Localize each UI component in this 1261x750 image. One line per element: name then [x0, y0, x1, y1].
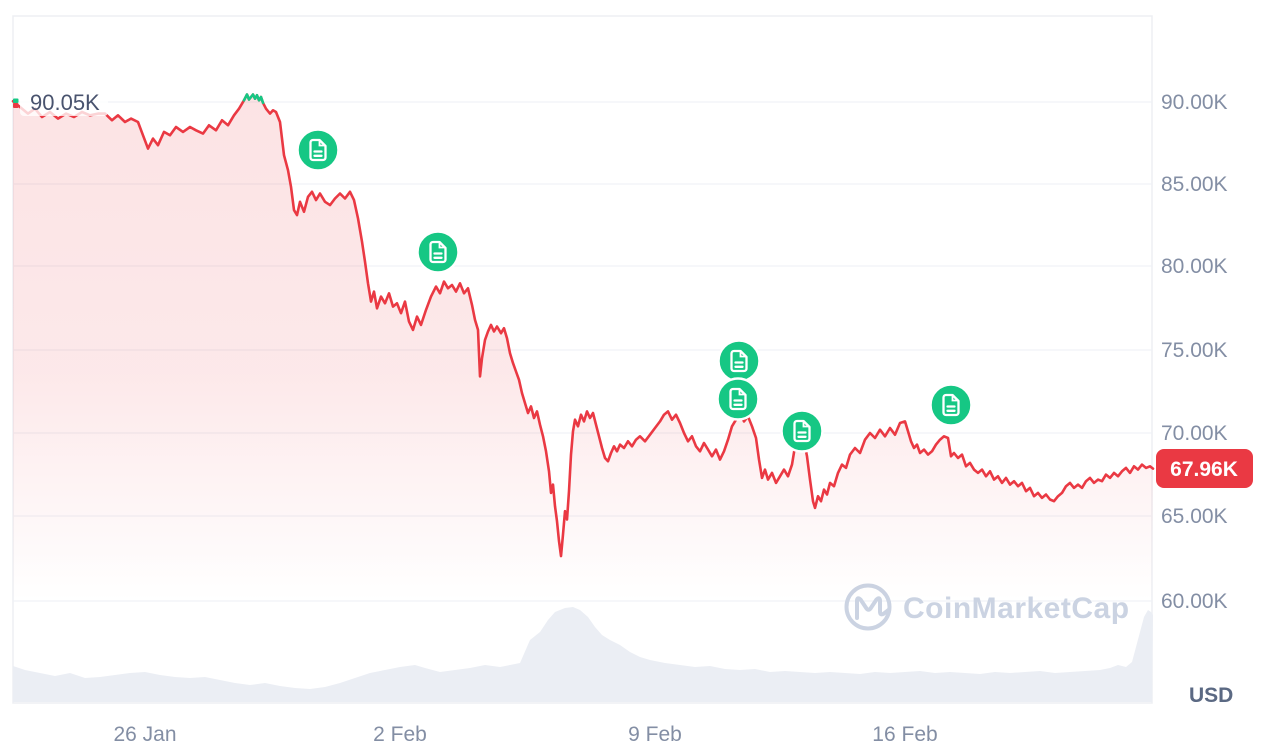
- price-line-green-segments: [242, 93, 265, 105]
- y-axis-tick-label: 65.00K: [1161, 505, 1228, 528]
- news-marker-circle: [416, 230, 460, 274]
- current-price-badge: 67.96K: [1156, 449, 1253, 488]
- news-marker-circle: [716, 377, 760, 421]
- news-document-fold: [738, 389, 746, 396]
- news-document-fold: [802, 421, 810, 428]
- news-marker[interactable]: [716, 377, 760, 421]
- news-marker-circle: [780, 409, 824, 453]
- y-axis-tick-label: 85.00K: [1161, 173, 1228, 196]
- y-axis-tick-label: 70.00K: [1161, 422, 1228, 445]
- price-area-fill: [13, 94, 1153, 601]
- news-document-icon: [429, 240, 447, 264]
- y-axis-tick-label: 60.00K: [1161, 590, 1228, 613]
- price-line-green-segment: [242, 93, 265, 105]
- news-marker[interactable]: [296, 128, 340, 172]
- start-price-text: 90.05K: [30, 90, 100, 115]
- news-marker[interactable]: [717, 339, 761, 383]
- news-document-fold: [739, 351, 747, 358]
- start-price-label: 90.05K: [20, 88, 108, 116]
- series-start-marker: [13, 98, 19, 108]
- news-marker[interactable]: [929, 383, 973, 427]
- y-axis-tick-label: 75.00K: [1161, 339, 1228, 362]
- current-price-text: 67.96K: [1170, 458, 1238, 481]
- news-document-icon: [942, 393, 960, 417]
- x-axis-labels: 26 Jan 2 Feb 9 Feb 16 Feb: [113, 723, 937, 746]
- news-marker-circle: [717, 339, 761, 383]
- news-document-fold: [318, 140, 326, 147]
- y-axis-tick-label: 90.00K: [1161, 91, 1228, 114]
- news-marker[interactable]: [416, 230, 460, 274]
- news-document-icon: [793, 419, 811, 443]
- currency-label: USD: [1189, 684, 1233, 707]
- x-axis-tick-label: 9 Feb: [628, 723, 682, 746]
- x-axis-tick-label: 2 Feb: [373, 723, 427, 746]
- x-axis-tick-label: 26 Jan: [113, 723, 176, 746]
- news-document-icon: [309, 138, 327, 162]
- news-document-icon: [729, 387, 747, 411]
- news-markers: [296, 128, 973, 453]
- x-axis-tick-label: 16 Feb: [872, 723, 937, 746]
- news-marker-circle: [296, 128, 340, 172]
- volume-area: [13, 607, 1153, 702]
- news-document-fold: [438, 242, 446, 249]
- news-marker-circle: [929, 383, 973, 427]
- news-document-icon: [730, 349, 748, 373]
- price-line[interactable]: [11, 93, 1155, 558]
- news-document-fold: [951, 395, 959, 402]
- y-axis-tick-label: 80.00K: [1161, 255, 1228, 278]
- y-axis-labels: 90.00K 85.00K 80.00K 75.00K 70.00K 65.00K 60.0…: [1161, 91, 1228, 613]
- news-marker[interactable]: [780, 409, 824, 453]
